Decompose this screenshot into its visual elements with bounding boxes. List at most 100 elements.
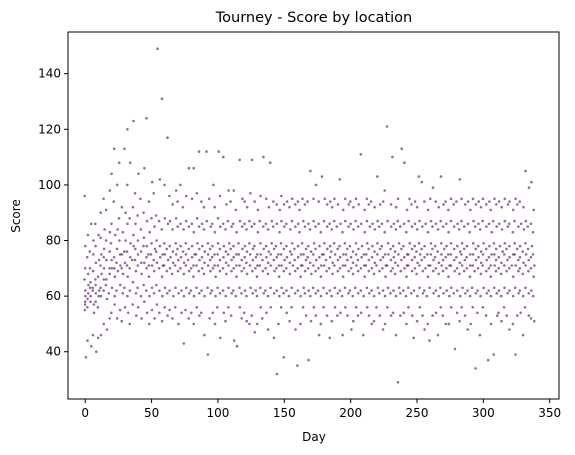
scatter-point xyxy=(421,314,424,317)
scatter-point xyxy=(341,275,345,279)
scatter-point xyxy=(307,222,310,226)
scatter-point xyxy=(131,205,135,209)
scatter-point xyxy=(496,314,499,317)
scatter-point xyxy=(277,253,280,256)
scatter-point xyxy=(299,253,303,256)
scatter-point xyxy=(428,339,431,342)
scatter-point xyxy=(325,314,329,317)
scatter-point xyxy=(471,306,475,309)
scatter-point xyxy=(89,300,92,304)
scatter-point xyxy=(121,292,124,295)
scatter-point xyxy=(369,200,373,203)
scatter-point xyxy=(439,175,443,178)
scatter-point xyxy=(83,300,87,304)
scatter-point xyxy=(336,292,340,295)
scatter-point xyxy=(155,261,159,265)
scatter-point xyxy=(330,250,333,253)
scatter-point xyxy=(523,306,527,309)
scatter-point xyxy=(238,286,241,290)
x-tick-label: 50 xyxy=(144,406,159,420)
scatter-point xyxy=(529,267,533,270)
scatter-point xyxy=(279,306,283,309)
scatter-point xyxy=(403,161,406,164)
scatter-point xyxy=(123,250,126,253)
scatter-point xyxy=(434,267,438,270)
scatter-point xyxy=(289,228,292,231)
scatter-point xyxy=(493,197,496,201)
scatter-point xyxy=(162,264,166,267)
scatter-point xyxy=(256,208,260,212)
scatter-point xyxy=(174,242,177,245)
scatter-point xyxy=(112,255,116,259)
scatter-point xyxy=(415,205,419,209)
scatter-point xyxy=(416,261,419,265)
scatter-point xyxy=(342,253,345,256)
scatter-point xyxy=(258,219,262,223)
scatter-point xyxy=(316,289,320,292)
scatter-point xyxy=(445,244,448,248)
scatter-point xyxy=(218,247,222,251)
scatter-point xyxy=(139,250,143,253)
scatter-point xyxy=(240,292,243,295)
scatter-point xyxy=(521,294,525,298)
scatter-point xyxy=(517,258,520,262)
scatter-point xyxy=(195,217,199,220)
scatter-point xyxy=(423,289,426,292)
scatter-point xyxy=(524,219,528,223)
scatter-point xyxy=(386,286,390,290)
scatter-point xyxy=(385,125,389,128)
scatter-point xyxy=(219,336,222,340)
scatter-point xyxy=(463,225,466,228)
scatter-point xyxy=(174,217,178,220)
scatter-point xyxy=(325,203,329,206)
scatter-point xyxy=(280,194,283,198)
scatter-point xyxy=(468,230,471,234)
scatter-point xyxy=(205,150,208,153)
scatter-point xyxy=(83,267,87,270)
scatter-point xyxy=(180,289,183,292)
scatter-point xyxy=(319,230,323,234)
scatter-point xyxy=(200,222,204,226)
scatter-point xyxy=(372,319,376,323)
scatter-point xyxy=(168,267,172,270)
scatter-point xyxy=(479,261,483,265)
scatter-point xyxy=(449,306,453,309)
scatter-point xyxy=(283,258,286,262)
scatter-point xyxy=(322,286,325,290)
scatter-point xyxy=(394,228,398,231)
scatter-point xyxy=(497,222,501,226)
scatter-point xyxy=(243,222,246,226)
x-tick-label: 150 xyxy=(273,406,296,420)
scatter-point xyxy=(397,286,401,290)
scatter-point xyxy=(453,269,457,273)
scatter-point xyxy=(240,258,243,262)
scatter-point xyxy=(266,261,270,265)
scatter-point xyxy=(529,317,533,320)
scatter-point xyxy=(266,294,270,298)
scatter-point xyxy=(206,264,210,267)
scatter-point xyxy=(379,258,382,262)
scatter-point xyxy=(128,161,132,164)
scatter-point xyxy=(121,230,125,234)
scatter-point xyxy=(333,253,337,256)
scatter-point xyxy=(272,292,276,295)
scatter-point xyxy=(218,258,222,262)
scatter-point xyxy=(253,244,256,248)
scatter-point xyxy=(235,275,238,279)
scatter-point xyxy=(506,203,510,206)
scatter-point xyxy=(262,247,266,251)
scatter-point xyxy=(179,267,182,270)
scatter-point xyxy=(301,197,304,201)
scatter-point xyxy=(356,225,360,228)
scatter-point xyxy=(155,283,158,287)
scatter-point xyxy=(338,255,342,259)
scatter-point xyxy=(288,272,292,276)
scatter-point xyxy=(442,292,445,295)
scatter-point xyxy=(429,242,433,245)
scatter-point xyxy=(96,306,100,309)
scatter-point xyxy=(469,208,472,212)
scatter-point xyxy=(248,242,251,245)
scatter-point xyxy=(95,350,98,354)
scatter-point xyxy=(456,244,459,248)
scatter-point xyxy=(518,255,522,259)
